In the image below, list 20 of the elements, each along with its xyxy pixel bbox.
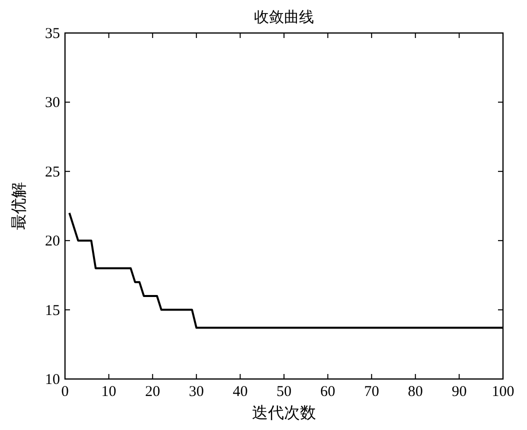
y-tick-label: 25 [45,164,60,180]
x-tick-label: 90 [452,384,467,400]
chart-title: 收敛曲线 [254,8,314,26]
y-tick-label: 15 [45,302,60,319]
y-tick-label: 10 [45,372,60,388]
x-tick-label: 0 [61,384,69,400]
x-tick-label: 20 [145,384,160,400]
x-tick-label: 80 [408,384,423,400]
y-tick-label: 30 [45,95,60,112]
x-axis-title: 迭代次数 [252,403,316,422]
x-tick-label: 100 [492,384,514,400]
x-tick-label: 10 [101,384,116,400]
x-tick-label: 30 [188,384,204,400]
y-tick-label: 35 [45,26,60,42]
x-tick-label: 50 [276,384,292,400]
y-axis-title: 最优解 [9,182,28,230]
y-tick-label: 20 [45,234,60,250]
x-tick-label: 60 [320,384,336,400]
x-tick-label: 40 [232,384,248,400]
x-tick-label: 70 [364,384,380,400]
